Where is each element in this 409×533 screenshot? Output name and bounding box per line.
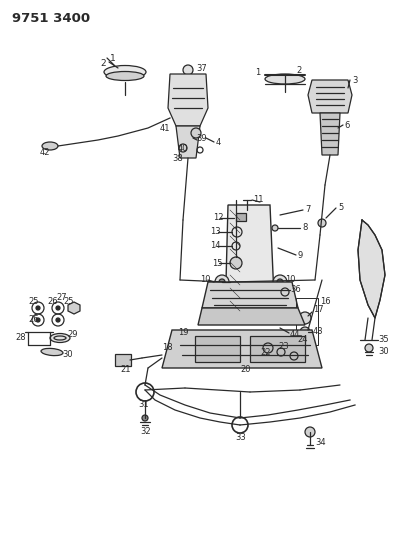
Text: 44: 44 — [289, 330, 300, 340]
Text: 17: 17 — [312, 305, 323, 314]
Polygon shape — [307, 80, 351, 113]
Text: 22: 22 — [259, 349, 270, 358]
Text: 42: 42 — [40, 148, 50, 157]
Ellipse shape — [104, 66, 146, 78]
Text: 26: 26 — [47, 297, 58, 306]
Circle shape — [304, 427, 314, 437]
Text: 30: 30 — [62, 351, 72, 359]
Circle shape — [271, 225, 277, 231]
Text: 41: 41 — [160, 124, 170, 133]
Polygon shape — [195, 336, 239, 362]
Ellipse shape — [41, 349, 63, 356]
Text: 26: 26 — [28, 316, 38, 325]
Text: 30: 30 — [377, 348, 388, 357]
Text: 25: 25 — [63, 297, 73, 306]
Circle shape — [142, 415, 148, 421]
Text: 33: 33 — [234, 433, 245, 442]
Text: 18: 18 — [162, 343, 172, 352]
Circle shape — [56, 306, 60, 310]
Circle shape — [218, 279, 225, 285]
Text: 40: 40 — [178, 143, 188, 152]
Circle shape — [36, 318, 40, 322]
Polygon shape — [198, 308, 304, 325]
Text: 9751 3400: 9751 3400 — [12, 12, 90, 25]
Text: 23: 23 — [277, 343, 288, 351]
Text: 9: 9 — [297, 251, 303, 260]
Polygon shape — [202, 282, 297, 308]
Text: 21: 21 — [120, 366, 130, 375]
Circle shape — [298, 312, 310, 324]
Text: 2: 2 — [295, 66, 301, 75]
Polygon shape — [162, 330, 321, 368]
Text: 3: 3 — [351, 76, 357, 85]
Circle shape — [56, 318, 60, 322]
Text: 10: 10 — [284, 276, 295, 285]
Polygon shape — [175, 126, 200, 158]
Text: 28: 28 — [15, 334, 26, 343]
Circle shape — [179, 144, 187, 152]
Polygon shape — [319, 113, 339, 155]
Text: 16: 16 — [319, 297, 330, 306]
Text: 10: 10 — [200, 276, 210, 285]
Text: 1: 1 — [254, 68, 260, 77]
Text: 14: 14 — [209, 241, 220, 251]
Text: 27: 27 — [56, 293, 67, 302]
Ellipse shape — [264, 74, 304, 84]
FancyBboxPatch shape — [236, 213, 245, 221]
Polygon shape — [68, 302, 80, 314]
Text: 11: 11 — [252, 196, 263, 205]
Text: 36: 36 — [289, 286, 300, 295]
Polygon shape — [249, 336, 304, 362]
Polygon shape — [168, 74, 207, 126]
Text: 1: 1 — [110, 53, 115, 62]
Polygon shape — [357, 220, 384, 318]
Text: 24: 24 — [296, 335, 307, 344]
Text: 38: 38 — [172, 154, 182, 163]
Text: 7: 7 — [304, 206, 310, 214]
Circle shape — [364, 344, 372, 352]
Circle shape — [229, 257, 241, 269]
Circle shape — [276, 279, 282, 285]
Text: 32: 32 — [139, 427, 150, 437]
Text: 39: 39 — [196, 133, 206, 142]
Text: 34: 34 — [314, 439, 325, 448]
FancyBboxPatch shape — [115, 354, 131, 366]
Text: 35: 35 — [377, 335, 388, 344]
Text: 20: 20 — [239, 366, 250, 375]
Text: 37: 37 — [196, 63, 206, 72]
Polygon shape — [225, 205, 274, 320]
Text: 15: 15 — [211, 259, 222, 268]
Text: 25: 25 — [28, 297, 38, 306]
Text: 13: 13 — [209, 228, 220, 237]
Circle shape — [317, 219, 325, 227]
Text: 8: 8 — [301, 223, 307, 232]
Circle shape — [299, 327, 309, 337]
Ellipse shape — [50, 334, 70, 343]
Circle shape — [182, 65, 193, 75]
Circle shape — [272, 275, 286, 289]
Text: 6: 6 — [343, 120, 348, 130]
Text: 5: 5 — [337, 204, 342, 213]
Circle shape — [36, 306, 40, 310]
Text: 19: 19 — [178, 328, 188, 337]
Circle shape — [214, 275, 229, 289]
Text: 29: 29 — [67, 330, 77, 340]
Text: 12: 12 — [213, 214, 223, 222]
Text: 2: 2 — [100, 59, 106, 68]
Text: 31: 31 — [138, 400, 148, 409]
Ellipse shape — [106, 71, 144, 80]
Text: 43: 43 — [312, 327, 323, 336]
Ellipse shape — [42, 142, 58, 150]
Circle shape — [191, 128, 200, 138]
Text: 4: 4 — [216, 138, 221, 147]
